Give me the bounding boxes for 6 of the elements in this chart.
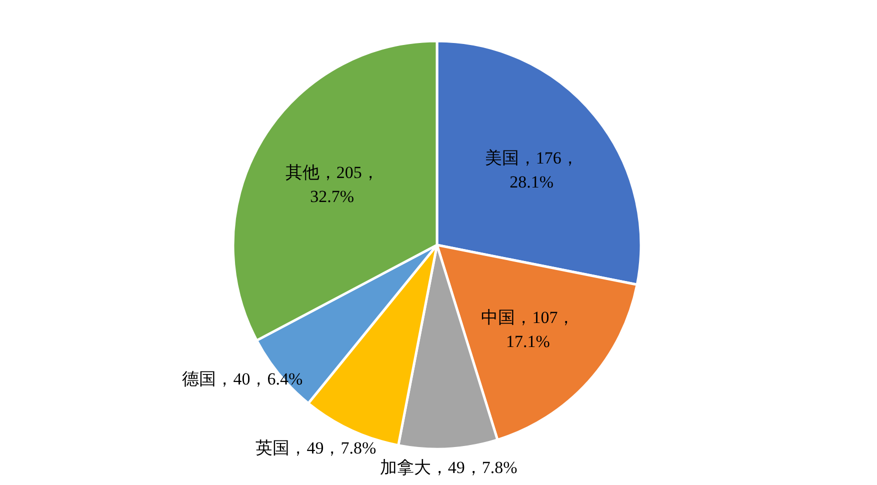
slice-label: 其他，205，32.7% bbox=[285, 162, 379, 206]
slice-label: 美国，176，28.1% bbox=[484, 148, 578, 192]
slice-label: 德国，40，6.4% bbox=[182, 369, 303, 388]
slice-label: 英国，49，7.8% bbox=[256, 438, 376, 458]
slice-label: 加拿大，49，7.8% bbox=[380, 458, 518, 477]
slice-label: 中国，107，17.1% bbox=[481, 308, 575, 351]
